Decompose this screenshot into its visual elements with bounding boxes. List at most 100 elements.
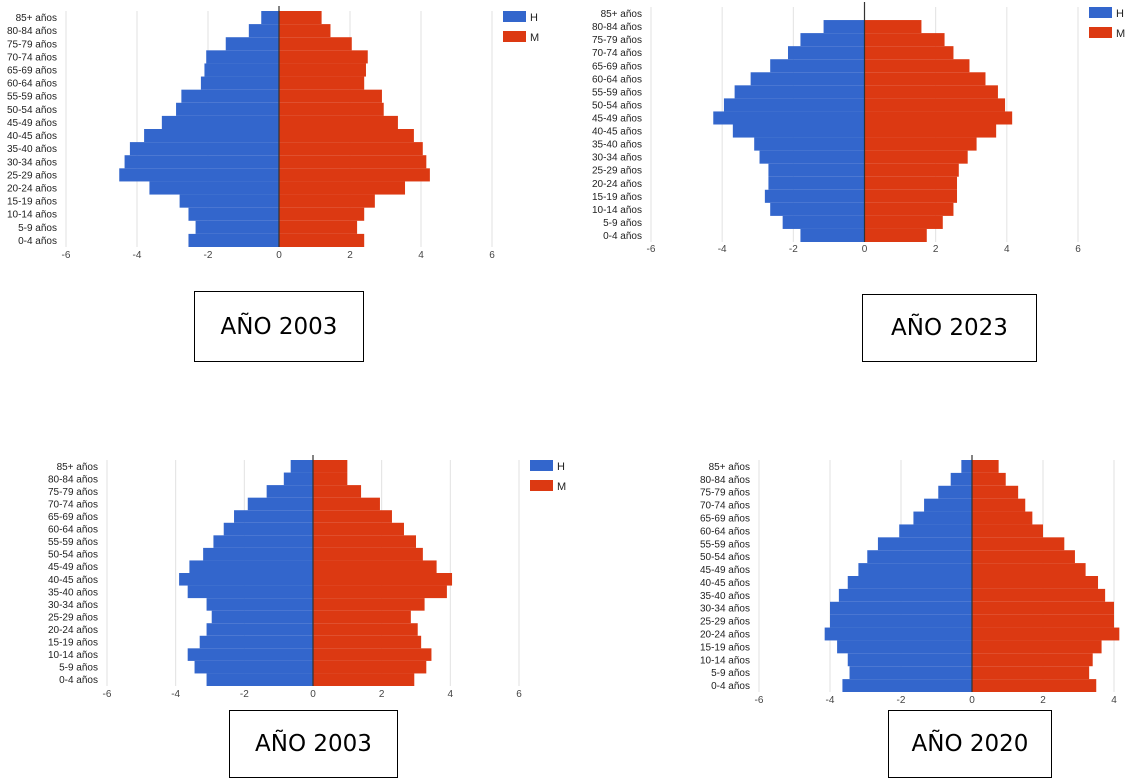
x-tick-label: -2	[789, 244, 798, 255]
bar-m	[279, 181, 406, 195]
category-label: 55-59 años	[592, 87, 642, 98]
bar-m	[972, 485, 1019, 499]
bar-m	[972, 601, 1114, 615]
category-label: 45-49 años	[592, 113, 642, 124]
bar-h	[938, 485, 972, 499]
chart-2: -6 -4 -2 0 2 4 6 85+ años 80-84 años 75-79 años 70…	[592, 2, 1125, 255]
category-label: 0-4 años	[18, 236, 57, 247]
bar-h	[199, 635, 313, 649]
category-label: 40-45 años	[48, 575, 98, 586]
bar-m	[313, 460, 348, 473]
bar-h	[179, 573, 313, 586]
bar-h	[961, 460, 972, 473]
category-label: 30-34 años	[592, 153, 642, 164]
bar-m	[972, 472, 1006, 486]
bar-m	[864, 85, 998, 99]
bar-m	[972, 627, 1120, 641]
bar-m	[864, 163, 959, 177]
category-label: 85+ años	[16, 13, 57, 24]
category-label: 40-45 años	[592, 127, 642, 138]
bar-h	[830, 601, 972, 615]
category-label: 15-19 años	[48, 638, 98, 649]
bar-h	[283, 472, 313, 486]
category-label: 70-74 años	[700, 501, 750, 512]
category-label: 35-40 años	[7, 144, 57, 155]
bar-m	[972, 679, 1097, 692]
bar-m	[864, 33, 945, 47]
x-tick-label: 6	[1075, 244, 1081, 255]
bar-h	[204, 63, 279, 77]
category-label: 75-79 años	[700, 488, 750, 499]
x-tick-label: -6	[755, 695, 764, 706]
category-label: 60-64 años	[592, 74, 642, 85]
category-label: 25-29 años	[48, 612, 98, 623]
bar-h	[787, 46, 865, 60]
x-tick-label: 0	[310, 689, 316, 700]
category-label: 40-45 años	[700, 578, 750, 589]
category-label: 85+ años	[57, 462, 98, 473]
legend-swatch	[530, 460, 553, 471]
bar-h	[732, 124, 865, 138]
bar-h	[187, 585, 313, 599]
bar-h	[842, 679, 972, 692]
bar-h	[206, 598, 313, 611]
category-label: 15-19 años	[7, 197, 57, 208]
bar-m	[279, 102, 384, 116]
category-label: 30-34 años	[48, 600, 98, 611]
bar-m	[313, 585, 447, 599]
bar-m	[313, 573, 453, 586]
bar-h	[759, 150, 865, 164]
x-tick-label: 0	[969, 695, 975, 706]
bar-m	[313, 598, 425, 611]
x-tick-label: -2	[897, 695, 906, 706]
bar-h	[770, 202, 865, 216]
bar-h	[144, 129, 279, 143]
x-tick-label: 6	[516, 689, 522, 700]
bar-m	[313, 485, 362, 498]
legend-swatch	[503, 11, 526, 22]
chart-1: -6 -4 -2 0 2 4 6 85+ años 80-84 años 75-79 años 70…	[7, 6, 539, 261]
bar-h	[770, 59, 865, 73]
bar-m	[972, 524, 1043, 538]
x-tick-label: -4	[133, 250, 142, 261]
x-tick-label: -2	[240, 689, 249, 700]
bar-m	[279, 50, 368, 64]
bar-m	[864, 124, 997, 138]
x-tick-label: 2	[347, 250, 353, 261]
bar-h	[195, 220, 279, 234]
category-label: 25-29 años	[700, 617, 750, 628]
legend-label: H	[557, 461, 565, 473]
bar-h	[181, 89, 279, 103]
bar-m	[279, 24, 331, 38]
bar-h	[187, 648, 313, 661]
category-label: 0-4 años	[59, 675, 98, 686]
category-label: 5-9 años	[18, 223, 57, 234]
category-label: 20-24 años	[7, 184, 57, 195]
legend-swatch	[530, 480, 553, 491]
bar-m	[279, 194, 375, 208]
x-tick-label: 2	[933, 244, 939, 255]
bar-h	[203, 547, 313, 561]
category-label: 45-49 años	[7, 118, 57, 129]
category-label: 45-49 años	[700, 565, 750, 576]
x-tick-label: -4	[171, 689, 180, 700]
bar-h	[176, 102, 279, 116]
bar-h	[754, 137, 865, 151]
bar-m	[313, 660, 427, 674]
x-tick-label: -6	[103, 689, 112, 700]
legend-label: H	[1116, 8, 1124, 20]
bar-h	[149, 181, 279, 195]
bar-h	[200, 76, 279, 90]
category-label: 35-40 años	[48, 587, 98, 598]
bar-m	[972, 511, 1033, 525]
bar-h	[849, 666, 972, 680]
bar-h	[837, 640, 972, 654]
bar-m	[279, 76, 365, 90]
bar-h	[734, 85, 865, 99]
category-label: 10-14 años	[592, 205, 642, 216]
bar-m	[279, 37, 352, 51]
bar-m	[864, 228, 927, 242]
bar-m	[972, 563, 1086, 576]
bar-h	[247, 497, 313, 511]
bar-h	[124, 155, 279, 169]
